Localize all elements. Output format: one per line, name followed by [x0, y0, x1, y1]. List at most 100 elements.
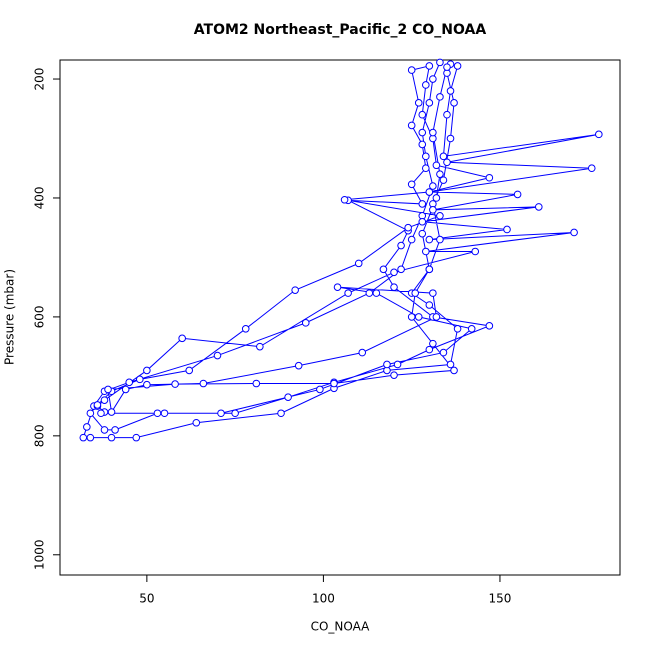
data-point — [407, 235, 416, 244]
data-point — [471, 247, 480, 256]
data-point — [301, 319, 310, 327]
data-point — [429, 289, 437, 297]
data-point — [284, 393, 292, 401]
data-point — [390, 371, 398, 379]
data-point — [217, 409, 225, 418]
data-point — [422, 152, 430, 161]
y-tick-label: 800 — [33, 424, 47, 447]
data-point — [407, 180, 416, 189]
data-point — [393, 360, 402, 369]
x-tick-label: 100 — [312, 592, 335, 606]
data-point — [411, 289, 420, 297]
x-axis-label: CO_NOAA — [311, 620, 371, 634]
data-point — [252, 379, 261, 388]
data-point — [414, 99, 423, 107]
data-point — [467, 324, 476, 333]
data-point — [425, 188, 434, 196]
data-point — [390, 283, 398, 291]
data-point — [330, 379, 338, 388]
data-point — [379, 265, 388, 274]
data-point — [443, 158, 451, 167]
data-line — [82, 62, 599, 439]
data-point — [86, 433, 95, 442]
y-tick-label: 200 — [33, 68, 47, 91]
data-point — [450, 99, 458, 107]
data-point — [83, 423, 91, 431]
data-point — [439, 176, 448, 184]
data-point — [294, 361, 303, 370]
data-point — [121, 385, 130, 394]
data-point — [354, 259, 363, 268]
data-point — [436, 235, 444, 244]
data-point — [372, 289, 381, 297]
data-point — [513, 190, 522, 199]
data-point — [358, 348, 367, 357]
data-point — [407, 313, 416, 321]
data-point — [404, 223, 412, 232]
data-point — [132, 433, 141, 442]
data-point — [178, 334, 186, 343]
data-point — [418, 110, 427, 119]
data-point — [439, 152, 448, 161]
data-point — [429, 182, 437, 190]
data-point — [316, 385, 324, 394]
data-point — [436, 212, 444, 220]
data-point — [446, 134, 455, 143]
data-point — [425, 235, 434, 244]
data-point — [185, 366, 194, 375]
data-point — [422, 81, 430, 89]
data-point — [107, 408, 116, 416]
x-tick-label: 50 — [139, 592, 154, 606]
data-point — [429, 75, 437, 83]
data-point — [485, 322, 494, 330]
data-point — [436, 58, 444, 67]
data-point — [344, 289, 352, 297]
data-point — [418, 140, 427, 149]
data-point — [453, 324, 462, 333]
data-point — [333, 283, 342, 291]
data-point — [383, 360, 391, 369]
data-point — [407, 121, 416, 130]
data-point — [153, 409, 162, 418]
data-point — [418, 200, 427, 208]
data-point — [104, 385, 112, 394]
data-point — [432, 194, 441, 202]
data-point — [425, 265, 434, 274]
data-point — [432, 161, 441, 170]
data-point — [534, 203, 543, 211]
data-point — [135, 375, 144, 384]
y-tick-label: 600 — [33, 305, 47, 328]
data-point — [231, 409, 239, 418]
data-point — [256, 342, 264, 351]
data-point — [160, 409, 169, 418]
data-point — [97, 409, 105, 418]
data-point — [450, 366, 458, 375]
data-point — [425, 99, 434, 107]
data-point — [422, 164, 430, 173]
data-point — [107, 433, 116, 442]
data-point — [418, 128, 427, 137]
data-point — [485, 173, 494, 182]
data-point — [446, 87, 455, 95]
data-point — [432, 313, 441, 321]
data-point — [418, 217, 427, 226]
data-point — [241, 324, 250, 333]
data-point — [111, 426, 119, 434]
data-point — [453, 62, 462, 70]
data-point — [213, 351, 222, 360]
data-point — [429, 206, 437, 214]
data-point — [390, 268, 398, 277]
data-point — [199, 379, 208, 388]
data-point — [570, 228, 578, 237]
data-point — [595, 130, 603, 139]
y-tick-label: 400 — [33, 187, 47, 210]
data-point — [425, 62, 434, 70]
data-point — [86, 409, 95, 418]
data-point — [79, 433, 88, 442]
data-point — [407, 66, 416, 74]
data-point — [436, 93, 444, 101]
data-point — [443, 63, 451, 71]
plot-frame — [59, 59, 621, 576]
data-point — [100, 426, 109, 434]
